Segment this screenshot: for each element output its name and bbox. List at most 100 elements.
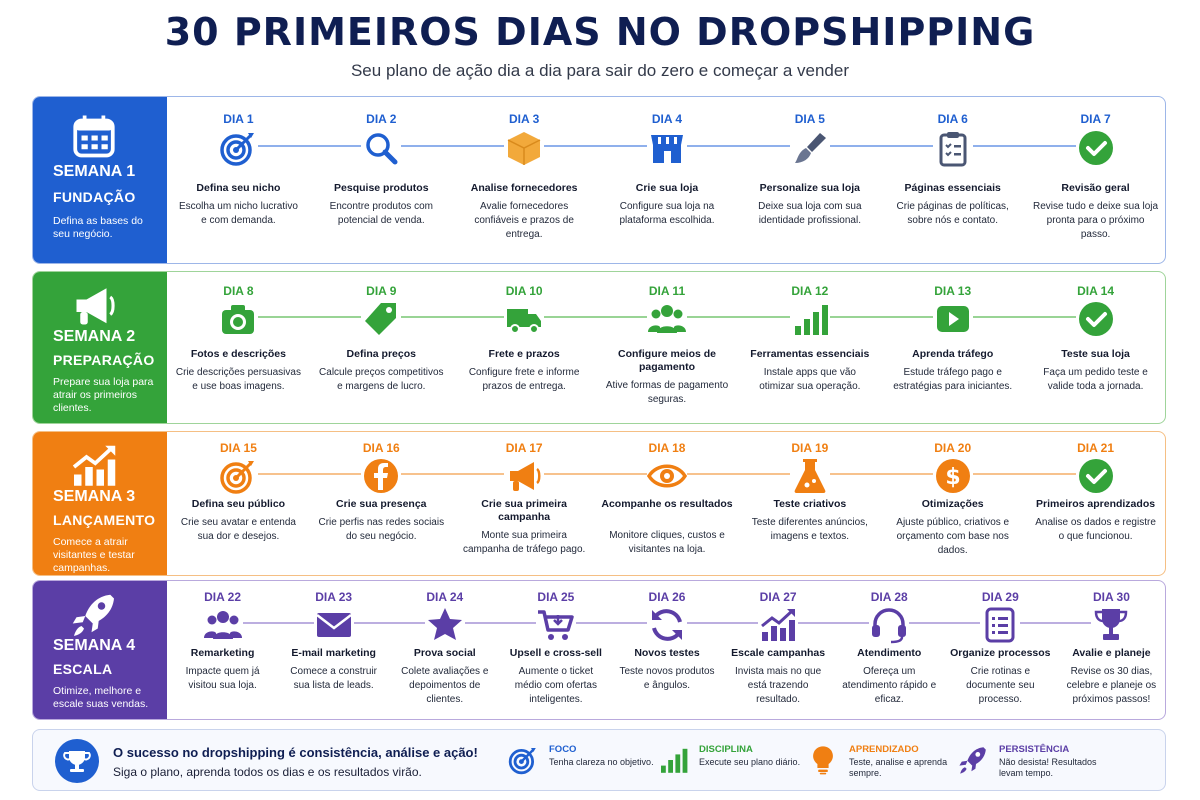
megaphone-icon bbox=[69, 282, 119, 326]
page-title: 30 PRIMEIROS DIAS NO DROPSHIPPING bbox=[164, 10, 1036, 54]
star-icon bbox=[424, 606, 465, 644]
day-title: Defina seu nicho bbox=[196, 182, 281, 194]
day-description: Revise tudo e deixe sua loja pronta para… bbox=[1033, 201, 1159, 240]
day-number: DIA 29 bbox=[981, 590, 1019, 604]
day-number: DIA 4 bbox=[651, 112, 683, 126]
pillar-aprendizado: APRENDIZADO Teste, analise e aprenda semp… bbox=[807, 740, 957, 784]
day-number: DIA 26 bbox=[648, 590, 686, 604]
day-description: Comece a construir sua lista de leads. bbox=[290, 666, 377, 691]
pillar-title: DISCIPLINA bbox=[699, 744, 753, 755]
week-label: SEMANA 1 bbox=[53, 163, 136, 180]
day-description: Crie perfis nas redes sociais do seu neg… bbox=[318, 517, 445, 542]
day-description: Escolha um nicho lucrativo e com demanda… bbox=[178, 201, 298, 226]
day-number: DIA 30 bbox=[1092, 590, 1130, 604]
day-number: DIA 6 bbox=[937, 112, 968, 126]
eye-icon bbox=[647, 457, 687, 495]
day-description: Teste diferentes anúncios, imagens e tex… bbox=[751, 517, 868, 542]
day-title: Upsell e cross-sell bbox=[509, 647, 602, 659]
store-icon bbox=[647, 129, 687, 167]
check-icon bbox=[1075, 129, 1116, 167]
day-description: Ofereça um atendimento rápido e eficaz. bbox=[842, 666, 937, 705]
day-description: Teste novos produtos e ângulos. bbox=[619, 666, 715, 691]
week-description: Comece a atrair visitantes e testar camp… bbox=[53, 536, 135, 574]
week-label: SEMANA 3 bbox=[53, 488, 136, 505]
day-number: DIA 24 bbox=[426, 590, 464, 604]
bars-icon bbox=[789, 300, 830, 338]
trophy-icon bbox=[55, 739, 99, 783]
day-description: Avalie fornecedores confiáveis e prazos … bbox=[474, 201, 574, 240]
box-icon bbox=[504, 129, 545, 167]
day-description: Monitore cliques, custos e visitantes na… bbox=[609, 530, 725, 555]
tag-icon bbox=[361, 300, 402, 338]
day-description: Colete avaliações e depoimentos de clien… bbox=[401, 666, 489, 705]
check-icon bbox=[1075, 457, 1116, 495]
day-number: DIA 21 bbox=[1077, 441, 1115, 455]
week-phase: LANÇAMENTO bbox=[53, 512, 156, 528]
day-number: DIA 20 bbox=[934, 441, 972, 455]
day-number: DIA 28 bbox=[870, 590, 908, 604]
week-phase: FUNDAÇÃO bbox=[53, 189, 136, 205]
day-title: Novos testes bbox=[634, 647, 700, 659]
week-3-section: SEMANA 3 LANÇAMENTO Comece a atrair visita… bbox=[32, 431, 1166, 576]
day-title: Teste criativos bbox=[773, 498, 847, 510]
day-description: Instale apps que vão otimizar sua operaç… bbox=[759, 367, 861, 392]
day-number: DIA 11 bbox=[648, 284, 686, 298]
footer-banner: O sucesso no dropshipping é consistência… bbox=[32, 729, 1166, 791]
day-number: DIA 10 bbox=[505, 284, 543, 298]
day-description: Deixe sua loja com sua identidade profis… bbox=[758, 201, 862, 226]
people-icon bbox=[647, 300, 687, 338]
calendar-icon bbox=[69, 113, 119, 158]
day-number: DIA 12 bbox=[791, 284, 829, 298]
day-number: DIA 2 bbox=[366, 112, 397, 126]
week-1-header: SEMANA 1 FUNDAÇÃO Defina as bases do seu n… bbox=[33, 97, 167, 263]
day-number: DIA 14 bbox=[1077, 284, 1115, 298]
day-number: DIA 17 bbox=[505, 441, 543, 455]
day-title: Teste sua loja bbox=[1061, 348, 1130, 360]
week-2-header: SEMANA 2 PREPARAÇÃO Prepare sua loja para … bbox=[33, 272, 167, 423]
footer-headline: O sucesso no dropshipping é consistência… bbox=[113, 745, 478, 760]
day-title: Organize processos bbox=[950, 647, 1051, 659]
day-description: Ajuste público, criativos e orçamento co… bbox=[896, 517, 1010, 556]
day-title: Revisão geral bbox=[1061, 182, 1130, 194]
day-description: Revise os 30 dias, celebre e planeje os … bbox=[1066, 666, 1157, 705]
list-icon bbox=[980, 606, 1021, 644]
dollar-icon: $ bbox=[932, 457, 973, 495]
week-1-section: SEMANA 1 FUNDAÇÃO Defina as bases do seu n… bbox=[32, 96, 1166, 264]
day-description: Encontre produtos com potencial de venda… bbox=[329, 201, 433, 226]
day-title: Páginas essenciais bbox=[904, 182, 1001, 194]
day-title: Analise fornecedores bbox=[470, 182, 578, 194]
day-description: Invista mais no que está trazendo result… bbox=[735, 666, 822, 705]
pillar-disciplina: DISCIPLINA Execute seu plano diário. bbox=[657, 740, 807, 784]
day-description: Calcule preços competitivos e margens de… bbox=[319, 367, 444, 392]
pillar-title: PERSISTÊNCIA bbox=[999, 744, 1070, 755]
trophy-icon bbox=[1091, 606, 1132, 644]
week-description: Otimize, melhore e escale suas vendas. bbox=[53, 685, 149, 710]
cart-icon bbox=[535, 606, 576, 644]
facebook-icon bbox=[361, 457, 402, 495]
day-description: Analise os dados e registre o que funcio… bbox=[1035, 517, 1156, 542]
day-description: Crie seu avatar e entenda sua dor e dese… bbox=[180, 517, 296, 542]
day-number: DIA 7 bbox=[1080, 112, 1111, 126]
pillar-title: FOCO bbox=[549, 744, 577, 755]
refresh-icon bbox=[647, 606, 687, 644]
envelope-icon bbox=[313, 606, 354, 644]
week-description: Prepare sua loja para atrair os primeiro… bbox=[53, 376, 154, 414]
play-icon bbox=[932, 300, 973, 338]
target-icon bbox=[218, 129, 259, 167]
day-title: Personalize sua loja bbox=[759, 182, 861, 194]
day-title: Remarketing bbox=[190, 647, 255, 659]
truck-icon bbox=[504, 300, 545, 338]
day-description: Ative formas de pagamento seguras. bbox=[605, 380, 729, 405]
day-number: DIA 3 bbox=[509, 112, 540, 126]
growth-chart-icon bbox=[69, 442, 119, 486]
svg-text:$: $ bbox=[945, 465, 960, 490]
day-number: DIA 9 bbox=[366, 284, 397, 298]
pillar-text: Execute seu plano diário. bbox=[699, 757, 801, 767]
pillar-text: Teste, analise e aprenda sempre. bbox=[849, 757, 948, 778]
target-icon bbox=[218, 457, 259, 495]
day-description: Configure sua loja na plataforma escolhi… bbox=[619, 201, 715, 226]
day-title: Defina seu público bbox=[191, 498, 286, 510]
week-phase: ESCALA bbox=[53, 661, 113, 677]
day-number: DIA 19 bbox=[791, 441, 829, 455]
day-description: Crie rotinas e documente seu processo. bbox=[966, 666, 1035, 705]
